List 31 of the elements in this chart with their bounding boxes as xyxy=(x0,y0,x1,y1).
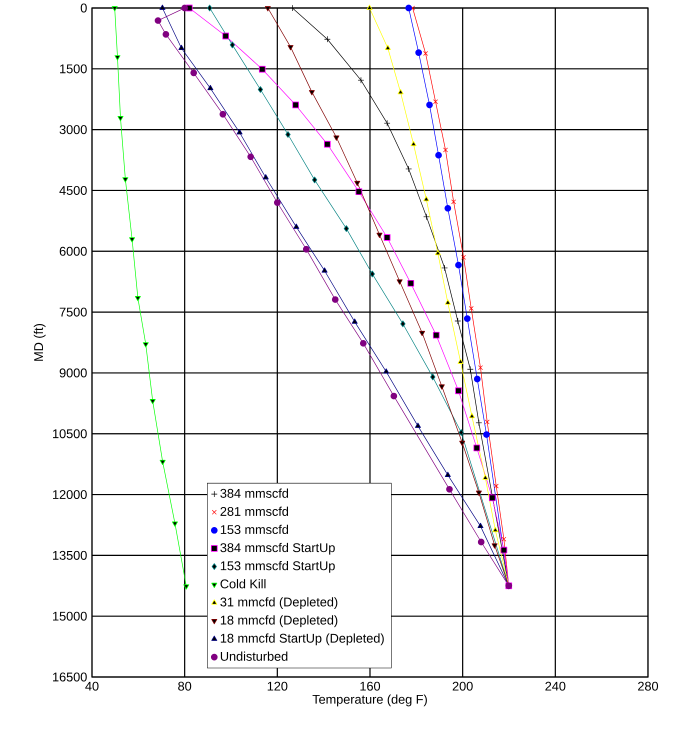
y-tick-label: 10500 xyxy=(53,429,87,438)
y-tick-label: 7500 xyxy=(60,308,87,317)
legend-label: Cold Kill xyxy=(220,579,266,588)
y-tick-label: 15000 xyxy=(53,612,87,621)
y-tick-label: 6000 xyxy=(60,246,87,256)
x-tick-label: 280 xyxy=(638,682,658,691)
legend-label: 18 mmcfd (Depleted) xyxy=(220,615,338,628)
x-tick-label: 80 xyxy=(178,682,192,691)
y-tick-label: 4500 xyxy=(59,186,87,195)
y-tick-label: 16500 xyxy=(53,672,87,682)
legend-label: 281 mmscfd xyxy=(220,506,288,516)
y-tick-label: 3000 xyxy=(60,125,87,134)
y-tick-label: 13500 xyxy=(53,550,87,560)
legend-label: 384 mmscfd StartUp xyxy=(220,542,335,555)
legend-label: 31 mmcfd (Depleted) xyxy=(220,597,338,610)
legend-label: 384 mmscfd xyxy=(220,488,288,498)
y-tick-label: 0 xyxy=(80,4,87,12)
y-tick-label: 1500 xyxy=(60,64,87,74)
x-tick-label: 160 xyxy=(360,682,380,691)
legend-label: Undisturbed xyxy=(220,652,288,661)
x-axis-title: Temperature (deg F) xyxy=(312,694,427,706)
x-tick-label: 200 xyxy=(452,682,473,691)
x-tick-label: 120 xyxy=(268,682,288,691)
legend-label: 18 mmcfd StartUp (Depleted) xyxy=(220,633,384,646)
legend-label: 153 mmscfd xyxy=(220,524,288,534)
y-tick-label: 9000 xyxy=(60,368,87,378)
x-tick-label: 40 xyxy=(85,682,99,691)
legend-label: 153 mmscfd StartUp xyxy=(220,560,335,573)
y-tick-label: 12000 xyxy=(53,490,87,500)
x-tick-label: 240 xyxy=(545,682,566,691)
y-axis-title: MD (ft) xyxy=(34,324,46,361)
